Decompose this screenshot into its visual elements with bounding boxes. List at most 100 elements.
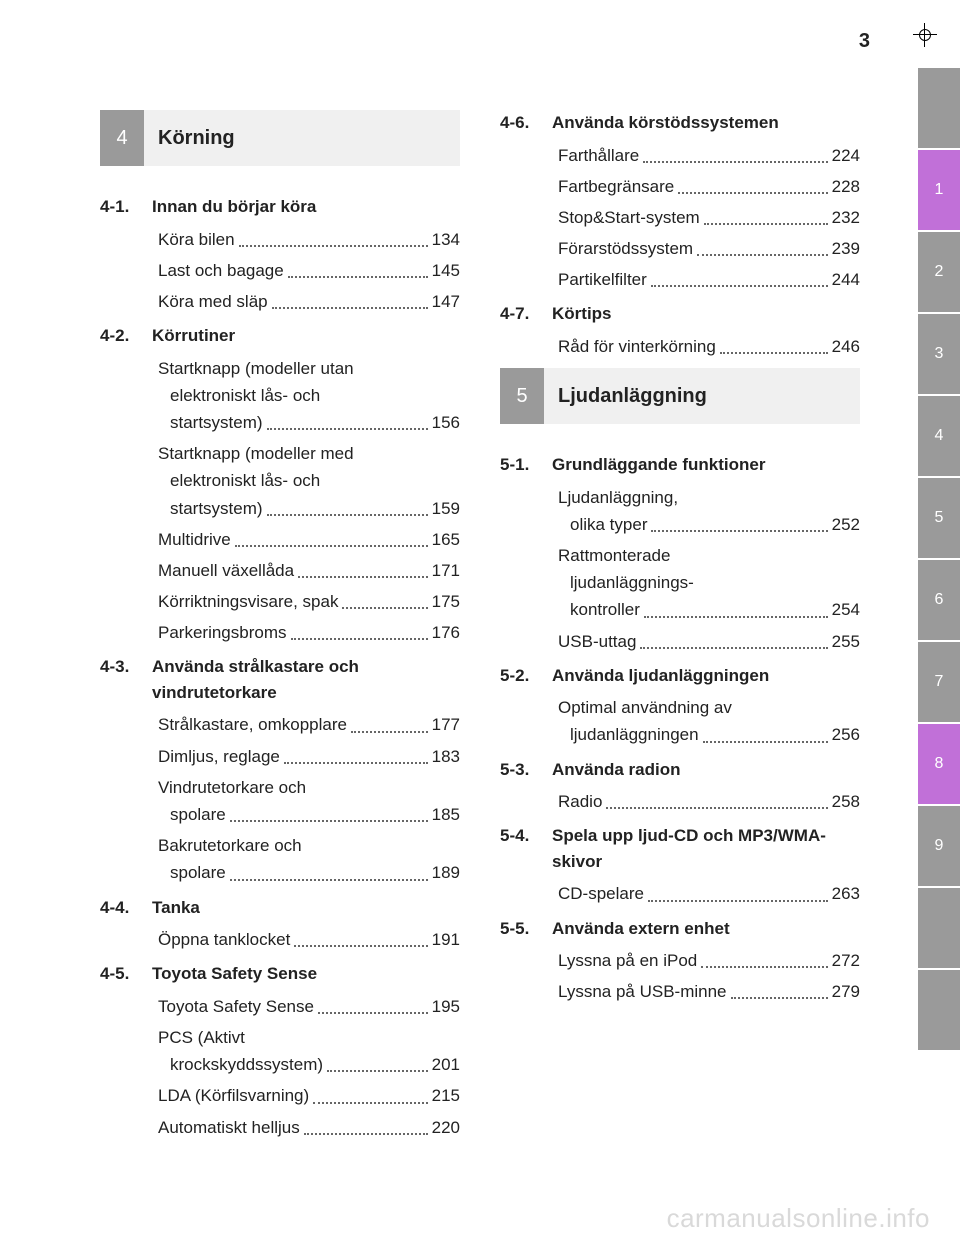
leader-dots — [284, 762, 428, 764]
leader-dots — [327, 1070, 428, 1072]
toc-entry[interactable]: Ljudanläggning,olika typer252 — [500, 484, 860, 538]
entry-page: 239 — [832, 235, 860, 262]
toc-entry[interactable]: Köra bilen134 — [100, 226, 460, 253]
section-number: 5-2. — [500, 663, 552, 689]
section-title: Innan du börjar köra — [152, 194, 316, 220]
entry-page: 224 — [832, 142, 860, 169]
chapter-header: 5Ljudanläggning — [500, 368, 860, 424]
side-tabs: 123456789 — [918, 68, 960, 1052]
toc-section: 5-5.Använda extern enhet Lyssna på en iPo… — [500, 916, 860, 1006]
section-number: 4-6. — [500, 110, 552, 136]
entry-page: 159 — [432, 495, 460, 522]
entry-label-line: ljudanläggnings- — [500, 569, 860, 596]
section-title: Använda extern enhet — [552, 916, 730, 942]
toc-entry[interactable]: Manuell växellåda171 — [100, 557, 460, 584]
section-number: 4-7. — [500, 301, 552, 327]
toc-section: 4-7.KörtipsRåd för vinterkörning246 — [500, 301, 860, 360]
toc-entry[interactable]: Råd för vinterkörning246 — [500, 333, 860, 360]
toc-entry[interactable]: Strålkastare, omkopplare177 — [100, 711, 460, 738]
toc-entry[interactable]: Optimal användning avljudanläggningen256 — [500, 694, 860, 748]
side-tab-8[interactable]: 8 — [918, 724, 960, 804]
side-tab-5[interactable]: 5 — [918, 478, 960, 558]
leader-dots — [230, 820, 428, 822]
toc-entry[interactable]: Toyota Safety Sense195 — [100, 993, 460, 1020]
leader-dots — [235, 545, 428, 547]
section-number: 5-5. — [500, 916, 552, 942]
toc-entry[interactable]: Startknapp (modeller utanelektroniskt lå… — [100, 355, 460, 437]
entry-page: 191 — [432, 926, 460, 953]
toc-entry[interactable]: Parkeringsbroms176 — [100, 619, 460, 646]
section-heading: 4-3.Använda strålkastare och vindrutetor… — [100, 654, 460, 705]
entry-page: 228 — [832, 173, 860, 200]
section-heading: 4-2.Körrutiner — [100, 323, 460, 349]
entry-page: 189 — [432, 859, 460, 886]
leader-dots — [313, 1102, 427, 1104]
entry-page: 176 — [432, 619, 460, 646]
entry-label: Multidrive — [158, 526, 231, 553]
toc-entry[interactable]: Partikelfilter244 — [500, 266, 860, 293]
section-heading: 5-2.Använda ljudanläggningen — [500, 663, 860, 689]
entry-label: LDA (Körfilsvarning) — [158, 1082, 309, 1109]
entry-page: 220 — [432, 1114, 460, 1141]
chapter-header: 4Körning — [100, 110, 460, 166]
toc-entry[interactable]: CD-spelare263 — [500, 880, 860, 907]
entry-label: Radio — [558, 788, 602, 815]
entry-label: Partikelfilter — [558, 266, 647, 293]
entry-label: Lyssna på USB-minne — [558, 978, 727, 1005]
toc-section: 4-6.Använda körstödssystemenFarthållare2… — [500, 110, 860, 293]
toc-entry[interactable]: Farthållare 224 — [500, 142, 860, 169]
toc-entry[interactable]: Automatiskt helljus 220 — [100, 1114, 460, 1141]
entry-label: Manuell växellåda — [158, 557, 294, 584]
toc-entry[interactable]: PCS (Aktivtkrockskyddssystem)201 — [100, 1024, 460, 1078]
toc-entry[interactable]: Körriktningsvisare, spak175 — [100, 588, 460, 615]
side-tab-6[interactable]: 6 — [918, 560, 960, 640]
leader-dots — [606, 807, 827, 809]
toc-entry[interactable]: Köra med släp147 — [100, 288, 460, 315]
side-tab-blank[interactable] — [918, 68, 960, 148]
toc-entry[interactable]: Lyssna på USB-minne279 — [500, 978, 860, 1005]
toc-entry[interactable]: Öppna tanklocket191 — [100, 926, 460, 953]
toc-entry[interactable]: Lyssna på en iPod272 — [500, 947, 860, 974]
entry-page: 256 — [832, 721, 860, 748]
toc-entry[interactable]: USB-uttag255 — [500, 628, 860, 655]
side-tab-blank[interactable] — [918, 888, 960, 968]
toc-entry[interactable]: Multidrive165 — [100, 526, 460, 553]
entry-label: Farthållare — [558, 142, 639, 169]
leader-dots — [697, 254, 828, 256]
toc-section: 5-3.Använda radionRadio258 — [500, 757, 860, 816]
leader-dots — [643, 161, 827, 163]
leader-dots — [731, 997, 828, 999]
entry-label: Automatiskt helljus — [158, 1114, 300, 1141]
toc-entry[interactable]: Radio258 — [500, 788, 860, 815]
entry-label: CD-spelare — [558, 880, 644, 907]
side-tab-9[interactable]: 9 — [918, 806, 960, 886]
side-tab-blank[interactable] — [918, 970, 960, 1050]
leader-dots — [298, 576, 428, 578]
entry-label-line: elektroniskt lås- och — [100, 382, 460, 409]
side-tab-2[interactable]: 2 — [918, 232, 960, 312]
entry-label-line: PCS (Aktivt — [100, 1024, 460, 1051]
toc-section: 4-4.TankaÖppna tanklocket191 — [100, 895, 460, 954]
toc-entry[interactable]: Stop&Start-system232 — [500, 204, 860, 231]
toc-entry[interactable]: Startknapp (modeller medelektroniskt lås… — [100, 440, 460, 522]
toc-entry[interactable]: Förarstödssystem239 — [500, 235, 860, 262]
side-tab-7[interactable]: 7 — [918, 642, 960, 722]
side-tab-3[interactable]: 3 — [918, 314, 960, 394]
entry-label: ljudanläggningen — [570, 721, 699, 748]
entry-page: 254 — [832, 596, 860, 623]
side-tab-1[interactable]: 1 — [918, 150, 960, 230]
toc-entry[interactable]: Vindrutetorkare ochspolare185 — [100, 774, 460, 828]
toc-entry[interactable]: LDA (Körfilsvarning)215 — [100, 1082, 460, 1109]
toc-entry[interactable]: Rattmonteradeljudanläggnings-kontroller2… — [500, 542, 860, 624]
side-tab-4[interactable]: 4 — [918, 396, 960, 476]
toc-entry[interactable]: Last och bagage145 — [100, 257, 460, 284]
toc-entry[interactable]: Bakrutetorkare ochspolare189 — [100, 832, 460, 886]
entry-page: 177 — [432, 711, 460, 738]
toc-section: 4-5.Toyota Safety SenseToyota Safety Sen… — [100, 961, 460, 1140]
entry-page: 145 — [432, 257, 460, 284]
leader-dots — [648, 900, 828, 902]
toc-entry[interactable]: Fartbegränsare228 — [500, 173, 860, 200]
toc-entry[interactable]: Dimljus, reglage183 — [100, 743, 460, 770]
leader-dots — [720, 352, 828, 354]
entry-label-line: Rattmonterade — [500, 542, 860, 569]
